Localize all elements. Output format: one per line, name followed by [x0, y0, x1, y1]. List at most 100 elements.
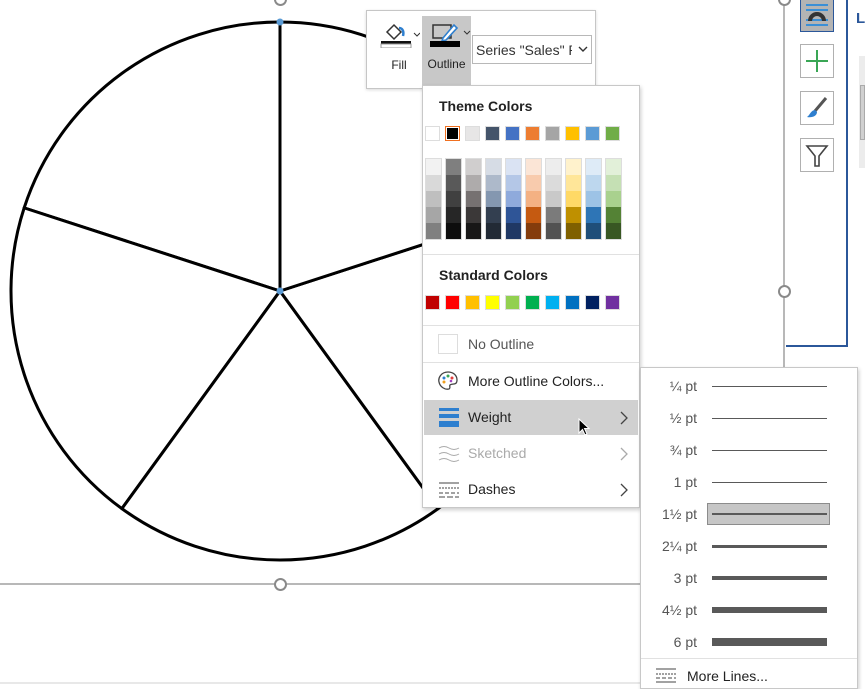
pie-slice[interactable] — [22, 20, 282, 293]
theme-color-swatch[interactable] — [605, 126, 620, 141]
theme-shade-swatch[interactable] — [426, 159, 441, 175]
theme-shade-swatch[interactable] — [486, 159, 501, 175]
chart-styles-button[interactable] — [800, 91, 834, 125]
theme-color-swatch[interactable] — [505, 126, 520, 141]
theme-shade-swatch[interactable] — [586, 223, 601, 239]
theme-shade-swatch[interactable] — [426, 223, 441, 239]
theme-shade-swatch[interactable] — [566, 191, 581, 207]
theme-shade-swatch[interactable] — [526, 159, 541, 175]
weight-option[interactable]: 3 pt — [641, 562, 857, 594]
theme-shade-swatch[interactable] — [586, 207, 601, 223]
theme-shade-swatch[interactable] — [486, 191, 501, 207]
theme-shade-swatch[interactable] — [566, 207, 581, 223]
theme-shade-swatch[interactable] — [546, 159, 561, 175]
pie-slice[interactable] — [9, 206, 282, 511]
no-outline-item[interactable]: No Outline — [424, 327, 638, 362]
theme-shade-swatch[interactable] — [426, 175, 441, 191]
standard-color-swatch[interactable] — [425, 295, 440, 310]
series-select[interactable]: Series "Sales" P — [472, 35, 592, 64]
weight-option[interactable]: ¾ pt — [641, 434, 857, 466]
standard-color-swatch[interactable] — [605, 295, 620, 310]
theme-shade-swatch[interactable] — [506, 207, 521, 223]
chart-filters-button[interactable] — [800, 138, 834, 172]
weight-option[interactable]: 6 pt — [641, 626, 857, 658]
theme-shade-swatch[interactable] — [506, 191, 521, 207]
theme-shade-swatch[interactable] — [606, 159, 621, 175]
theme-shade-swatch[interactable] — [486, 223, 501, 239]
theme-shade-swatch[interactable] — [466, 159, 481, 175]
pie-slice[interactable] — [120, 289, 440, 562]
theme-shade-swatch[interactable] — [446, 223, 461, 239]
theme-shade-swatch[interactable] — [546, 191, 561, 207]
theme-shade-swatch[interactable] — [566, 223, 581, 239]
theme-shade-swatch[interactable] — [446, 175, 461, 191]
theme-shade-swatch[interactable] — [446, 191, 461, 207]
theme-shade-swatch[interactable] — [566, 175, 581, 191]
outline-button[interactable]: Outline — [422, 16, 471, 85]
theme-shade-swatch[interactable] — [506, 175, 521, 191]
standard-color-swatch[interactable] — [525, 295, 540, 310]
chart-elements-button[interactable] — [800, 44, 834, 78]
standard-color-swatch[interactable] — [485, 295, 500, 310]
theme-color-swatch[interactable] — [465, 126, 480, 141]
theme-color-swatch[interactable] — [425, 126, 440, 141]
theme-color-swatch[interactable] — [445, 126, 460, 141]
theme-shade-swatch[interactable] — [546, 223, 561, 239]
weight-option[interactable]: 1½ pt — [641, 498, 857, 530]
theme-shade-swatch[interactable] — [606, 207, 621, 223]
theme-shade-swatch[interactable] — [446, 159, 461, 175]
weight-option[interactable]: 2¼ pt — [641, 530, 857, 562]
theme-shade-swatch[interactable] — [546, 175, 561, 191]
theme-shade-swatch[interactable] — [566, 159, 581, 175]
standard-color-swatch[interactable] — [565, 295, 580, 310]
chart-layout-button[interactable] — [800, 0, 834, 32]
standard-color-swatch[interactable] — [585, 295, 600, 310]
theme-shade-swatch[interactable] — [486, 207, 501, 223]
standard-color-swatch[interactable] — [545, 295, 560, 310]
theme-color-swatch[interactable] — [525, 126, 540, 141]
more-outline-colors-item[interactable]: More Outline Colors... — [424, 364, 638, 399]
theme-shade-swatch[interactable] — [426, 207, 441, 223]
pane-scroll[interactable] — [860, 85, 865, 140]
theme-shade-swatch[interactable] — [526, 223, 541, 239]
weight-option[interactable]: 4½ pt — [641, 594, 857, 626]
theme-shade-swatch[interactable] — [586, 159, 601, 175]
standard-color-swatch[interactable] — [505, 295, 520, 310]
weight-option[interactable]: ¼ pt — [641, 370, 857, 402]
theme-shade-swatch[interactable] — [486, 175, 501, 191]
weight-sample-line — [712, 417, 827, 419]
slice-center-handle[interactable] — [276, 287, 284, 295]
theme-shade-swatch[interactable] — [526, 175, 541, 191]
theme-shade-swatch[interactable] — [466, 207, 481, 223]
theme-shade-swatch[interactable] — [466, 175, 481, 191]
theme-shade-swatch[interactable] — [586, 191, 601, 207]
weight-item[interactable]: Weight — [424, 400, 638, 435]
theme-shade-swatch[interactable] — [606, 175, 621, 191]
theme-shade-swatch[interactable] — [426, 191, 441, 207]
slice-point-handle[interactable] — [276, 18, 284, 26]
dashes-item[interactable]: Dashes — [424, 472, 638, 507]
theme-shade-swatch[interactable] — [586, 175, 601, 191]
more-lines-item[interactable]: More Lines... — [641, 660, 857, 688]
theme-shade-swatch[interactable] — [466, 223, 481, 239]
standard-color-swatch[interactable] — [465, 295, 480, 310]
theme-color-swatch[interactable] — [485, 126, 500, 141]
theme-color-swatch[interactable] — [565, 126, 580, 141]
theme-shade-swatch[interactable] — [506, 159, 521, 175]
theme-shade-swatch[interactable] — [606, 223, 621, 239]
theme-shade-swatch[interactable] — [526, 191, 541, 207]
theme-shade-swatch[interactable] — [526, 207, 541, 223]
theme-shade-swatch[interactable] — [506, 223, 521, 239]
standard-color-swatch[interactable] — [445, 295, 460, 310]
weight-option[interactable]: 1 pt — [641, 466, 857, 498]
weight-option[interactable]: ½ pt — [641, 402, 857, 434]
theme-shade-swatch[interactable] — [546, 207, 561, 223]
resize-handle-right[interactable] — [778, 285, 791, 298]
theme-shade-swatch[interactable] — [466, 191, 481, 207]
fill-button[interactable]: Fill — [378, 16, 420, 86]
theme-shade-swatch[interactable] — [606, 191, 621, 207]
theme-color-swatch[interactable] — [585, 126, 600, 141]
theme-shade-swatch[interactable] — [446, 207, 461, 223]
theme-color-swatch[interactable] — [545, 126, 560, 141]
resize-handle-bottom[interactable] — [274, 578, 287, 591]
